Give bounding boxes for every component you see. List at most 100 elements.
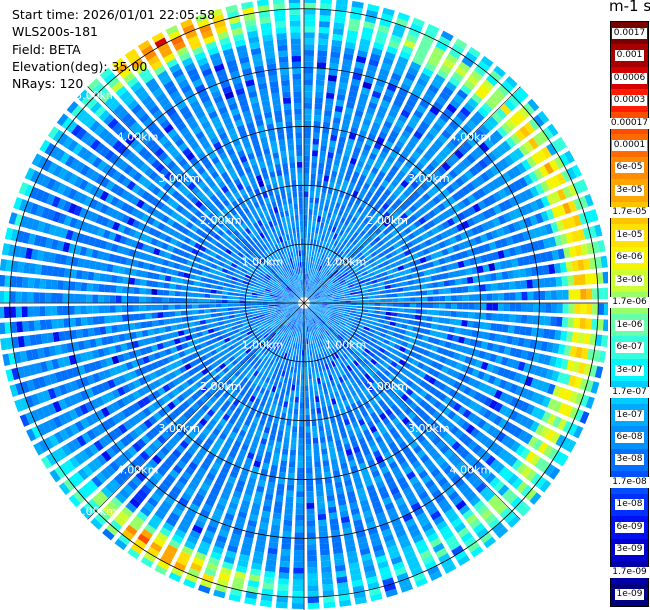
range-gate <box>111 325 118 333</box>
range-gate <box>157 319 165 326</box>
range-gate <box>147 271 154 279</box>
range-gate <box>307 596 320 604</box>
range-gate <box>234 313 241 318</box>
range-gate <box>429 105 440 116</box>
range-gate <box>316 407 322 415</box>
range-gate <box>409 214 418 223</box>
range-gate <box>345 334 352 340</box>
range-gate <box>420 182 430 192</box>
range-gate <box>512 91 525 104</box>
range-gate <box>437 477 449 487</box>
range-gate <box>517 337 525 347</box>
range-gate <box>322 412 329 420</box>
range-gate <box>307 332 310 339</box>
range-gate <box>192 286 200 292</box>
range-gate <box>448 76 461 87</box>
range-gate <box>361 396 368 405</box>
range-gate <box>471 368 480 378</box>
range-gate <box>206 323 214 329</box>
range-gate <box>348 182 356 190</box>
range-gate <box>450 342 458 351</box>
range-gate <box>253 460 262 468</box>
range-gate <box>313 276 318 282</box>
range-gate <box>352 239 359 246</box>
range-gate <box>353 282 360 287</box>
range-gate <box>379 267 387 273</box>
range-gate <box>304 355 307 362</box>
range-gate <box>436 324 444 331</box>
range-gate <box>441 348 450 357</box>
range-gate <box>472 275 480 284</box>
range-gate <box>462 311 469 319</box>
range-gate <box>308 268 311 275</box>
range-gate <box>304 244 307 251</box>
range-gate <box>365 319 373 324</box>
range-gate <box>311 414 317 421</box>
range-gate <box>320 266 325 273</box>
range-gate <box>463 240 472 249</box>
range-gate <box>319 327 324 334</box>
range-gate <box>297 314 301 320</box>
range-gate <box>371 366 379 373</box>
range-gate <box>413 430 422 439</box>
range-gate <box>351 513 362 522</box>
range-gate <box>141 270 149 278</box>
range-gate <box>244 419 252 427</box>
range-gate <box>316 490 324 497</box>
range-gate <box>573 198 583 211</box>
range-gate <box>181 545 194 556</box>
range-gate <box>432 122 443 133</box>
range-gate <box>443 280 451 287</box>
range-gate <box>317 50 328 57</box>
range-gate <box>329 316 336 321</box>
range-gate <box>414 50 427 61</box>
range-gate <box>411 252 419 260</box>
range-gate <box>361 168 370 177</box>
range-gate <box>342 58 353 67</box>
range-gate <box>397 534 409 544</box>
range-gate <box>355 413 363 421</box>
range-gate <box>436 520 448 531</box>
range-gate <box>110 275 118 283</box>
range-gate <box>304 2 316 10</box>
range-gate <box>310 343 314 350</box>
range-gate <box>383 280 391 285</box>
range-gate <box>249 408 256 416</box>
range-gate <box>441 129 452 140</box>
range-gate <box>409 425 418 435</box>
range-gate <box>168 311 176 317</box>
range-gate <box>309 297 315 301</box>
range-gate <box>470 546 484 558</box>
range-gate <box>320 548 330 556</box>
range-gate <box>209 294 217 299</box>
range-gate <box>116 324 124 333</box>
range-gate <box>561 169 572 183</box>
range-gate <box>370 337 378 344</box>
range-gate <box>405 330 412 337</box>
range-gate <box>478 321 486 330</box>
range-gate <box>386 206 395 215</box>
range-gate <box>33 292 40 303</box>
range-gate <box>206 278 213 284</box>
range-gate <box>284 431 291 438</box>
range-gate <box>363 182 371 191</box>
range-gate <box>371 348 378 354</box>
range-gate <box>291 437 297 445</box>
range-gate <box>368 185 377 194</box>
range-gate <box>351 216 358 224</box>
range-gate <box>430 143 440 153</box>
range-gate <box>536 408 546 421</box>
range-gate <box>479 233 488 243</box>
range-gate <box>365 281 372 286</box>
range-gate <box>352 343 359 350</box>
range-gate <box>371 381 379 389</box>
range-gate <box>304 26 316 33</box>
range-gate <box>448 388 457 398</box>
range-gate <box>311 268 315 275</box>
range-gate <box>520 349 529 360</box>
range-gate <box>431 185 440 194</box>
range-gate <box>353 146 362 154</box>
range-gate <box>304 161 310 168</box>
range-gate <box>602 319 608 332</box>
range-gate <box>321 296 327 300</box>
